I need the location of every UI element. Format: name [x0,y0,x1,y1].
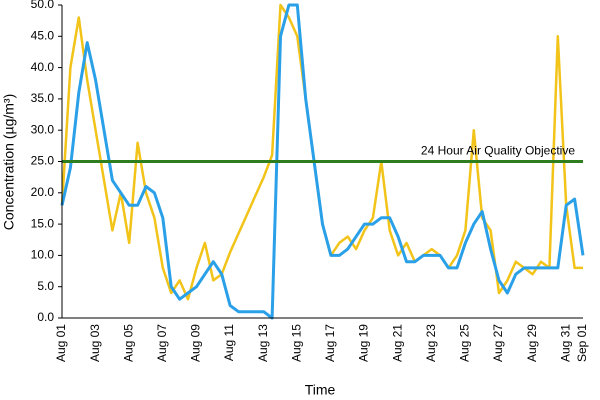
x-tick-label: Aug 17 [323,324,337,362]
x-tick-label: Aug 09 [189,324,203,362]
x-tick-label: Aug 27 [491,324,505,362]
objective-label: 24 Hour Air Quality Objective [421,144,575,158]
x-tick-label: Aug 23 [424,324,438,362]
x-tick-label: Aug 07 [155,324,169,362]
y-tick-label: 15.0 [31,216,55,230]
x-axis-label: Time [305,382,336,398]
y-tick-label: 50.0 [31,0,55,11]
y-axis-label: Concentration (µg/m³) [1,94,17,230]
y-tick-label: 40.0 [31,60,55,74]
x-tick-label: Aug 05 [121,324,135,362]
x-tick-label: Aug 11 [222,324,236,361]
y-tick-label: 0.0 [37,310,54,324]
x-tick-label: Sep 01 [575,324,589,362]
x-tick-label: Aug 25 [458,324,472,362]
series-line [60,3,585,320]
x-tick-label: Aug 31 [558,324,572,362]
x-tick-label: Aug 03 [88,324,102,362]
y-tick-label: 30.0 [31,122,55,136]
y-tick-label: 5.0 [37,279,54,293]
y-tick-label: 20.0 [31,185,55,199]
x-tick-label: Aug 19 [357,324,371,362]
x-tick-label: Aug 29 [525,324,539,362]
y-tick-label: 10.0 [31,248,55,262]
y-tick-label: 25.0 [31,154,55,168]
x-tick-label: Aug 21 [390,324,404,362]
y-tick-label: 35.0 [31,91,55,105]
y-tick-label: 45.0 [31,28,55,42]
x-tick-label: Aug 15 [289,324,303,362]
x-tick-label: Aug 01 [54,324,68,362]
x-tick-label: Aug 13 [256,324,270,362]
